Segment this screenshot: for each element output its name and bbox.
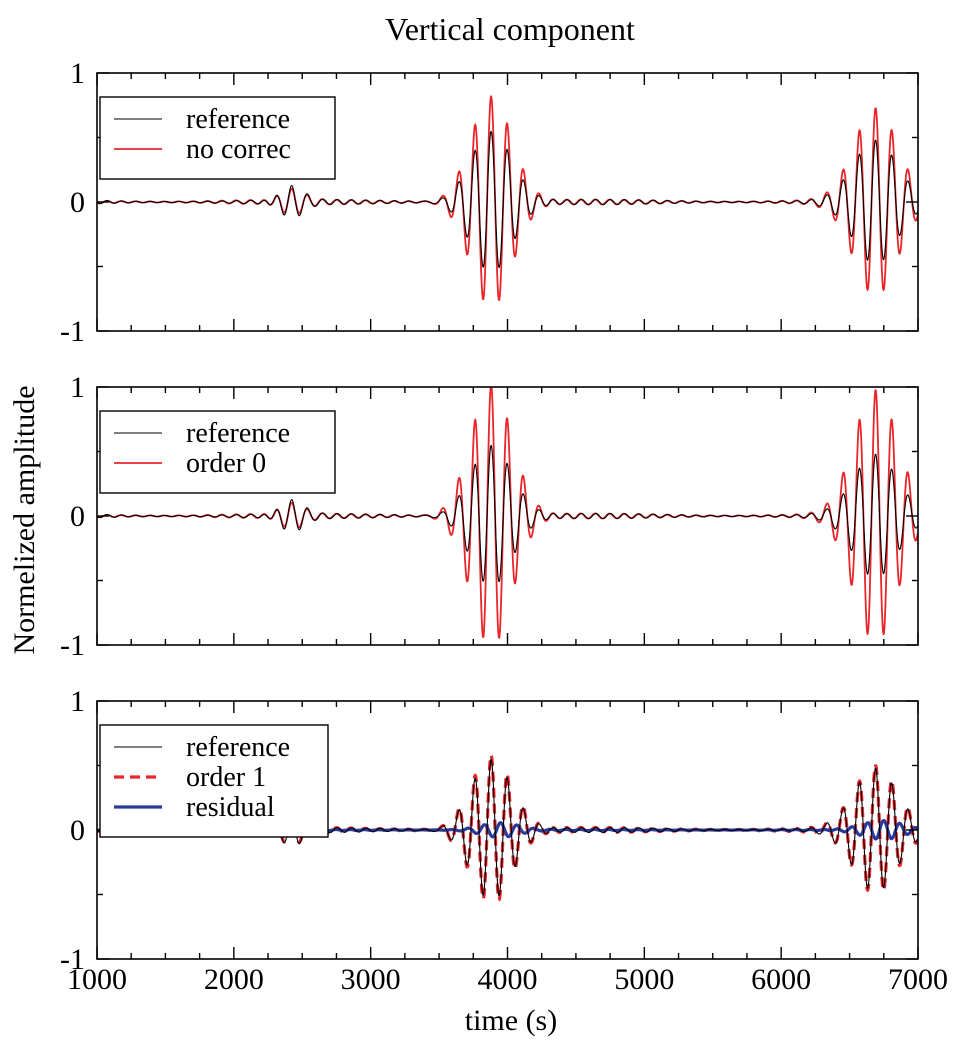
legend-label: residual — [186, 792, 275, 823]
y-tick-label: 0 — [70, 814, 85, 847]
y-tick-label: -1 — [60, 629, 85, 662]
x-axis-label: time (s) — [465, 1004, 557, 1037]
x-tick-label: 1000 — [67, 963, 127, 996]
y-tick-label: 0 — [70, 500, 85, 533]
x-tick-label: 5000 — [614, 963, 674, 996]
legend-box — [99, 410, 336, 494]
y-tick-label: -1 — [60, 943, 85, 976]
x-tick-label: 4000 — [478, 963, 538, 996]
panel-3: -1 0 1 1000 2000 3000 4000 5000 6000 7000 referenc… — [60, 685, 948, 996]
y-tick-label: 1 — [70, 371, 85, 404]
y-tick-label: 1 — [70, 57, 85, 90]
x-tick-label: 6000 — [751, 963, 811, 996]
legend-label: reference — [186, 104, 290, 135]
y-tick-label: 1 — [70, 685, 85, 718]
x-tick-label: 7000 — [888, 963, 948, 996]
series-group — [97, 95, 918, 301]
x-tick-label: 3000 — [341, 963, 401, 996]
legend-box — [99, 724, 329, 838]
y-tick-label: 0 — [70, 186, 85, 219]
y-axis-label: Normelized amplitude — [8, 385, 41, 654]
legend-label: order 1 — [186, 762, 266, 793]
legend-label: no correc — [186, 134, 291, 165]
chart-title: Vertical component — [385, 11, 635, 47]
legend-box — [99, 96, 336, 180]
series-line-reference — [97, 130, 918, 269]
series-line-reference — [97, 444, 918, 583]
legend-label: reference — [186, 418, 290, 449]
x-tick-label: 2000 — [204, 963, 264, 996]
y-tick-label: -1 — [60, 315, 85, 348]
legend-label: reference — [186, 732, 290, 763]
series-group — [97, 387, 918, 639]
legend-label: order 0 — [186, 448, 266, 479]
